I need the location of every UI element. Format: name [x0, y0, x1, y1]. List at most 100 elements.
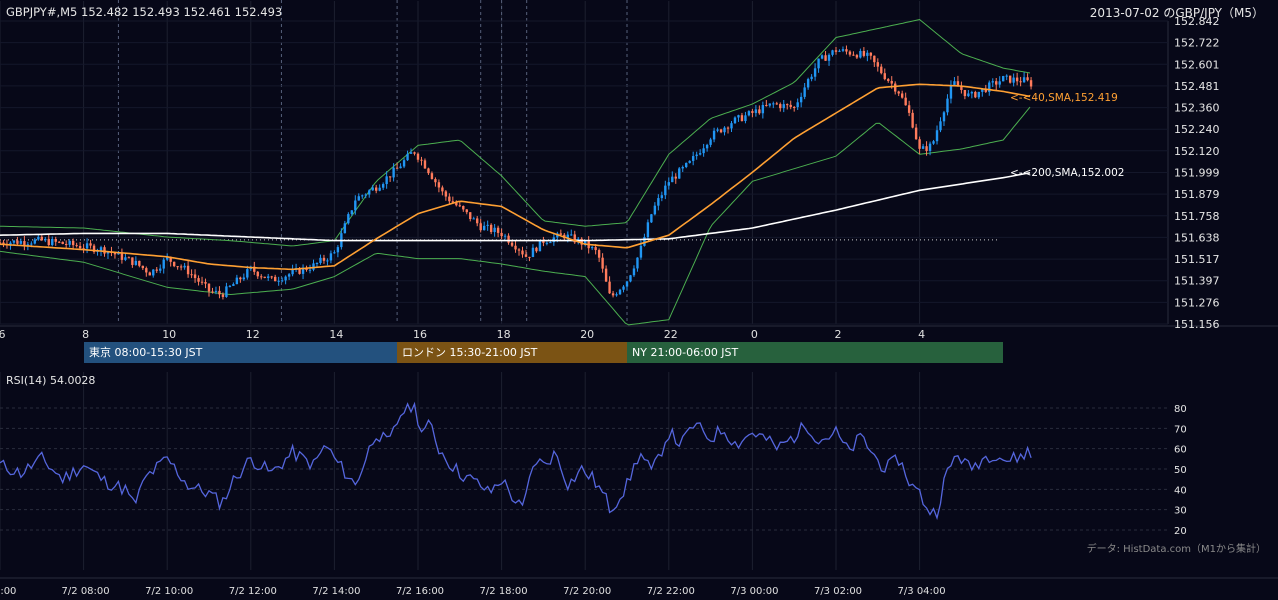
- x-datetime-label: 7/2 14:00: [312, 586, 360, 597]
- candle-body: [779, 104, 782, 109]
- candle-body: [30, 243, 33, 245]
- candle-body: [141, 265, 145, 269]
- candle-body: [639, 245, 643, 258]
- candle-body: [650, 214, 653, 223]
- candle-body: [831, 50, 834, 55]
- candle-body: [646, 222, 650, 238]
- y-tick-label: 151.879: [1174, 188, 1220, 201]
- y-tick-label: 151.999: [1174, 167, 1220, 180]
- candle-body: [956, 81, 960, 87]
- x-datetime-label: 7/2 18:00: [480, 586, 528, 597]
- candle-body: [507, 235, 510, 243]
- y-tick-label: 151.758: [1174, 210, 1220, 223]
- x-datetime-label: 7/3 00:00: [730, 586, 778, 597]
- x-datetime-label: 7/2 12:00: [229, 586, 277, 597]
- candle-body: [1026, 77, 1029, 81]
- candle-body: [765, 105, 768, 107]
- axis-labels: 6 06:00 8 7/2 08:00 10 7/2 10:00 12 7/2 12:00 14…: [0, 15, 1220, 597]
- candle-body: [817, 58, 820, 69]
- candle-body: [584, 240, 587, 245]
- candle-body: [500, 232, 503, 237]
- candle-body: [521, 250, 524, 255]
- candle-body: [960, 86, 963, 90]
- candle-body: [918, 139, 921, 149]
- x-tick-label: 14: [329, 328, 343, 341]
- candle-body: [186, 265, 190, 275]
- candle-body: [315, 262, 319, 264]
- x-tick-label: 12: [246, 328, 260, 341]
- candle-body: [643, 237, 646, 246]
- candle-body: [416, 153, 420, 160]
- candle-body: [204, 282, 207, 284]
- candle-body: [298, 268, 301, 274]
- candle-body: [559, 233, 563, 235]
- candle-body: [409, 152, 413, 154]
- candle-body: [660, 195, 664, 199]
- candle-body: [155, 269, 158, 271]
- sma40-annotation: <-<40,SMA,152.419: [1010, 92, 1118, 104]
- rsi-line: [0, 401, 1032, 521]
- candle-body: [183, 265, 186, 268]
- candle-body: [68, 240, 71, 245]
- candle-body: [873, 55, 876, 63]
- candle-body: [246, 269, 249, 278]
- candle-body: [103, 247, 106, 254]
- candle-body: [967, 93, 970, 97]
- candle-body: [378, 187, 381, 191]
- candle-body: [503, 235, 507, 237]
- candle-body: [545, 242, 549, 244]
- candle-body: [991, 81, 994, 83]
- candle-body: [716, 129, 719, 131]
- candle-body: [402, 160, 406, 167]
- candle-body: [768, 103, 772, 106]
- candle-body: [399, 166, 402, 169]
- x-tick-label: 20: [580, 328, 594, 341]
- x-tick-label: 2: [835, 328, 842, 341]
- candle-body: [932, 141, 935, 144]
- candle-body: [301, 267, 305, 274]
- y-tick-label: 152.240: [1174, 123, 1220, 136]
- candle-body: [744, 115, 747, 121]
- candle-body: [995, 81, 998, 85]
- candle-body: [131, 257, 134, 265]
- candle-body: [845, 49, 848, 52]
- candle-body: [601, 257, 604, 269]
- candle-body: [47, 238, 50, 246]
- candle-body: [949, 84, 953, 99]
- candle-body: [629, 275, 632, 282]
- rsi-tick-label: 80: [1174, 404, 1187, 415]
- candle-body: [799, 96, 803, 103]
- candle-body: [221, 294, 225, 297]
- grid-layer: [0, 0, 1278, 579]
- bollinger-upper: [0, 19, 1031, 247]
- candle-body: [963, 89, 967, 97]
- candle-body: [427, 168, 430, 174]
- candle-body: [89, 243, 92, 246]
- sma40-line: [0, 83, 1031, 271]
- y-tick-label: 152.120: [1174, 145, 1220, 158]
- candle-body: [970, 91, 974, 94]
- candle-body: [479, 223, 482, 231]
- candle-body: [368, 190, 371, 195]
- candle-body: [9, 242, 12, 246]
- candle-body: [880, 66, 883, 74]
- candle-body: [726, 127, 730, 129]
- candle-body: [54, 239, 57, 242]
- candle-body: [671, 176, 674, 183]
- candle-body: [510, 242, 514, 246]
- candle-body: [78, 246, 82, 249]
- candle-body: [322, 257, 326, 261]
- candle-body: [106, 251, 110, 254]
- candle-body: [632, 268, 636, 276]
- y-tick-label: 151.156: [1174, 318, 1220, 331]
- candle-body: [75, 245, 78, 247]
- candle-body: [834, 50, 838, 52]
- x-tick-label: 22: [664, 328, 678, 341]
- candle-body: [214, 290, 218, 292]
- candle-body: [820, 55, 824, 59]
- candle-body: [496, 227, 500, 233]
- candle-body: [810, 76, 813, 80]
- candle-body: [44, 238, 47, 241]
- candle-body: [1005, 75, 1008, 77]
- candle-body: [124, 257, 127, 260]
